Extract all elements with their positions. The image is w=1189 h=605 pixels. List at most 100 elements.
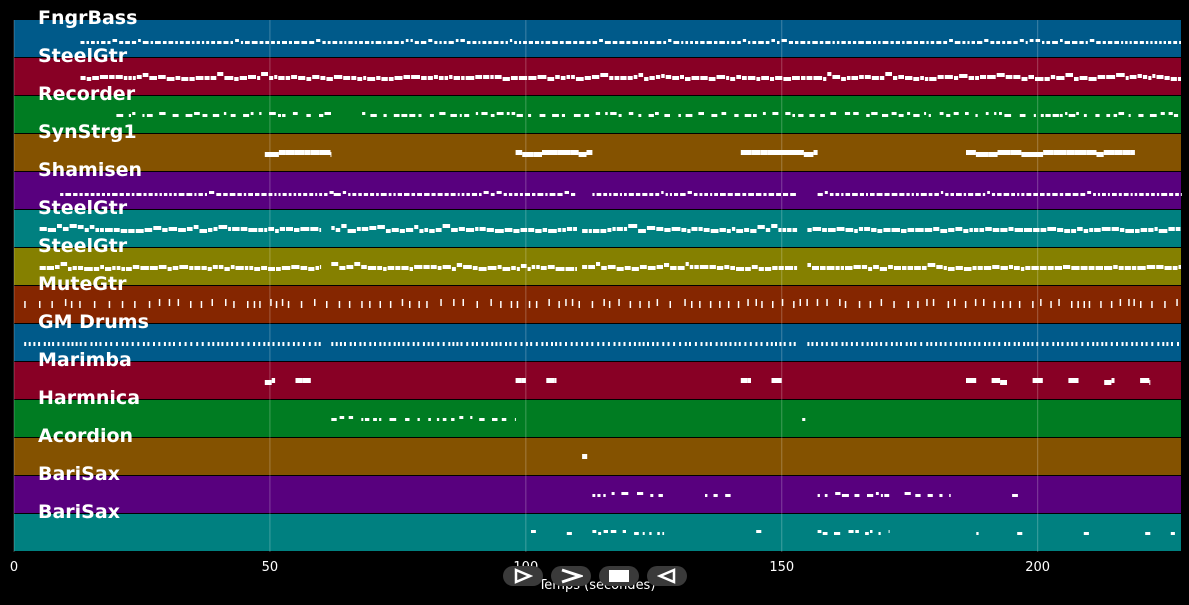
- note: [761, 76, 769, 80]
- note: [201, 342, 204, 346]
- note: [777, 41, 780, 44]
- note: [200, 301, 203, 308]
- note: [985, 227, 992, 231]
- note: [1150, 41, 1153, 44]
- note: [662, 532, 665, 535]
- note: [891, 228, 900, 232]
- note: [510, 301, 513, 308]
- note: [352, 193, 357, 196]
- note: [671, 227, 681, 231]
- note: [839, 299, 841, 306]
- note: [943, 41, 948, 44]
- note: [845, 266, 853, 270]
- note: [619, 193, 622, 196]
- note: [853, 112, 859, 115]
- note: [836, 227, 845, 231]
- note: [783, 77, 792, 81]
- note: [427, 342, 430, 346]
- note: [258, 342, 261, 346]
- note: [954, 41, 961, 44]
- note: [859, 193, 864, 196]
- note: [162, 228, 168, 232]
- forward-button[interactable]: [551, 566, 591, 586]
- note: [793, 342, 796, 346]
- note: [376, 193, 379, 196]
- note: [681, 41, 684, 44]
- note: [744, 228, 750, 232]
- note: [105, 228, 113, 232]
- note: [121, 342, 124, 346]
- note: [605, 112, 608, 115]
- note: [287, 342, 290, 346]
- note: [24, 301, 26, 308]
- note: [936, 41, 942, 44]
- note: [285, 150, 295, 155]
- note: [638, 229, 646, 233]
- note: [268, 193, 273, 196]
- rewind-button[interactable]: [647, 566, 687, 586]
- note: [850, 342, 853, 346]
- note: [361, 265, 367, 269]
- note: [1040, 228, 1047, 232]
- note: [687, 229, 691, 233]
- note: [1162, 342, 1165, 346]
- note: [902, 41, 905, 44]
- note: [230, 265, 235, 269]
- note: [762, 112, 766, 115]
- note: [79, 193, 83, 196]
- note: [757, 225, 765, 229]
- note: [424, 193, 430, 196]
- note: [535, 301, 538, 308]
- note: [841, 494, 849, 497]
- note: [494, 229, 504, 233]
- note: [391, 228, 399, 232]
- note: [362, 112, 366, 115]
- note: [522, 152, 534, 157]
- note: [537, 75, 547, 79]
- note: [177, 299, 180, 306]
- note: [988, 152, 998, 157]
- note: [763, 193, 767, 196]
- note: [854, 494, 860, 497]
- note: [1168, 112, 1173, 115]
- note: [609, 193, 612, 196]
- note: [1156, 75, 1164, 79]
- note: [555, 342, 558, 346]
- note: [306, 77, 312, 81]
- note: [79, 301, 81, 308]
- note: [1002, 41, 1006, 44]
- note: [967, 41, 970, 44]
- note: [428, 39, 433, 42]
- note: [247, 342, 250, 346]
- note: [937, 75, 944, 79]
- note: [70, 301, 73, 308]
- note: [813, 76, 823, 80]
- note: [542, 228, 548, 232]
- note: [226, 342, 229, 346]
- note: [973, 228, 979, 232]
- note: [300, 227, 310, 231]
- note: [1008, 342, 1011, 346]
- note: [143, 193, 147, 196]
- note: [661, 191, 664, 194]
- note: [761, 301, 763, 308]
- play-button[interactable]: [503, 566, 543, 586]
- note: [1068, 378, 1079, 383]
- note: [566, 75, 571, 79]
- note: [217, 342, 220, 346]
- note: [80, 76, 86, 80]
- note: [319, 265, 322, 269]
- note: [209, 191, 215, 194]
- note: [591, 301, 594, 308]
- note: [1118, 266, 1124, 270]
- note: [800, 41, 806, 44]
- note: [664, 263, 670, 267]
- note: [858, 227, 864, 231]
- note: [642, 193, 648, 196]
- note: [308, 267, 315, 271]
- stop-button[interactable]: [599, 566, 639, 586]
- note: [201, 41, 205, 44]
- note: [968, 342, 971, 346]
- note: [911, 193, 914, 196]
- note: [105, 267, 112, 271]
